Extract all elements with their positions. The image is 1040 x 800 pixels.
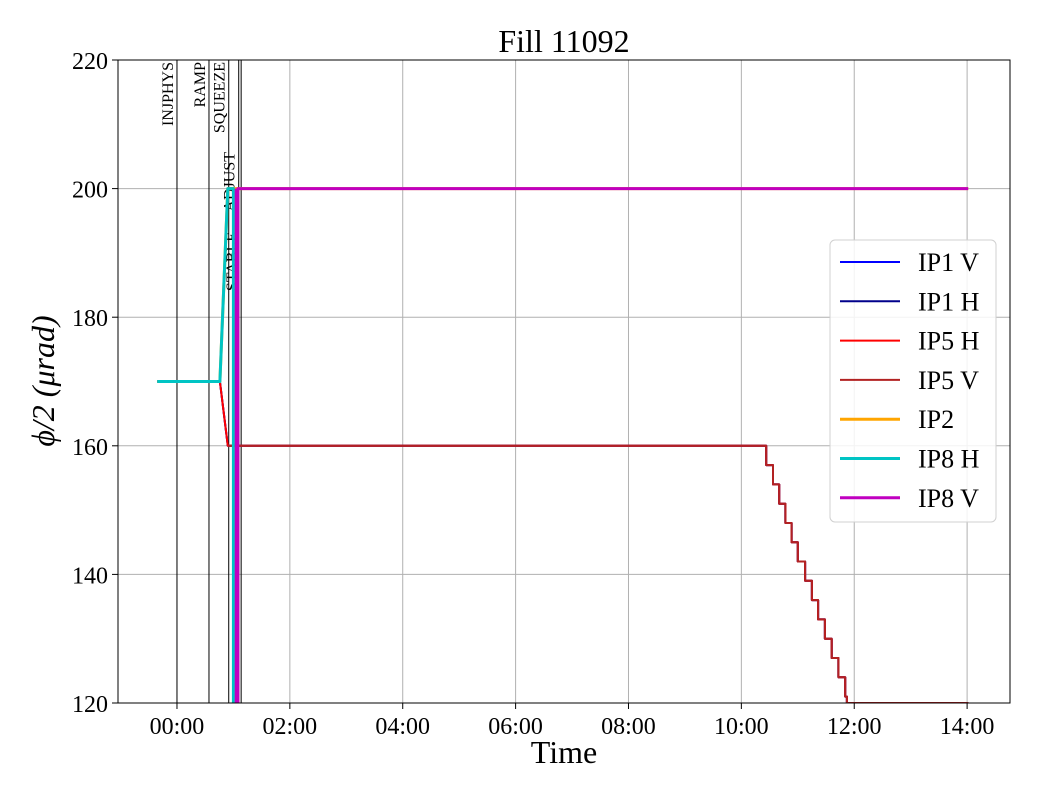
series-line-ip8-v <box>234 187 969 703</box>
x-tick-label: 14:00 <box>940 714 995 740</box>
series-line-ip5-v <box>227 444 969 703</box>
y-tick-label: 160 <box>72 435 108 461</box>
x-tick-label: 12:00 <box>827 714 882 740</box>
phase-label: RAMP <box>192 62 209 107</box>
y-tick-label: 120 <box>72 692 108 718</box>
x-tick-label: 08:00 <box>601 714 656 740</box>
x-tick-label: 00:00 <box>150 714 205 740</box>
series-line-ip8-h <box>157 187 235 703</box>
phase-label: SQUEEZE <box>212 62 229 133</box>
legend-label: IP5 H <box>918 327 980 356</box>
y-tick-label: 140 <box>72 563 108 589</box>
x-tick-label: 06:00 <box>488 714 543 740</box>
legend-label: IP1 V <box>918 248 979 277</box>
legend-label: IP8 H <box>918 445 980 474</box>
legend-label: IP1 H <box>918 287 980 316</box>
legend-label: IP8 V <box>918 484 979 513</box>
x-tick-label: 04:00 <box>375 714 430 740</box>
y-tick-label: 180 <box>72 306 108 332</box>
chart-title: Fill 11092 <box>498 23 629 59</box>
x-tick-label: 10:00 <box>714 714 769 740</box>
y-tick-label: 200 <box>72 178 108 204</box>
x-tick-label: 02:00 <box>263 714 318 740</box>
legend: IP1 V IP1 H IP5 H IP5 V IP2 IP8 H IP8 V <box>829 239 997 523</box>
legend-box <box>829 239 997 523</box>
phase-label: INJPHYS <box>160 62 177 126</box>
series-lines <box>157 187 969 703</box>
axis-ticks: 00:00 02:00 04:00 06:00 08:00 10:00 12:00 14:00… <box>72 49 994 740</box>
legend-label: IP2 <box>918 405 954 434</box>
x-axis-label: Time <box>531 734 597 770</box>
y-axis-label: ϕ/2 (μrad) <box>25 315 61 446</box>
y-tick-label: 220 <box>72 49 108 75</box>
legend-label: IP5 V <box>918 366 979 395</box>
plot-frame <box>117 59 1011 704</box>
